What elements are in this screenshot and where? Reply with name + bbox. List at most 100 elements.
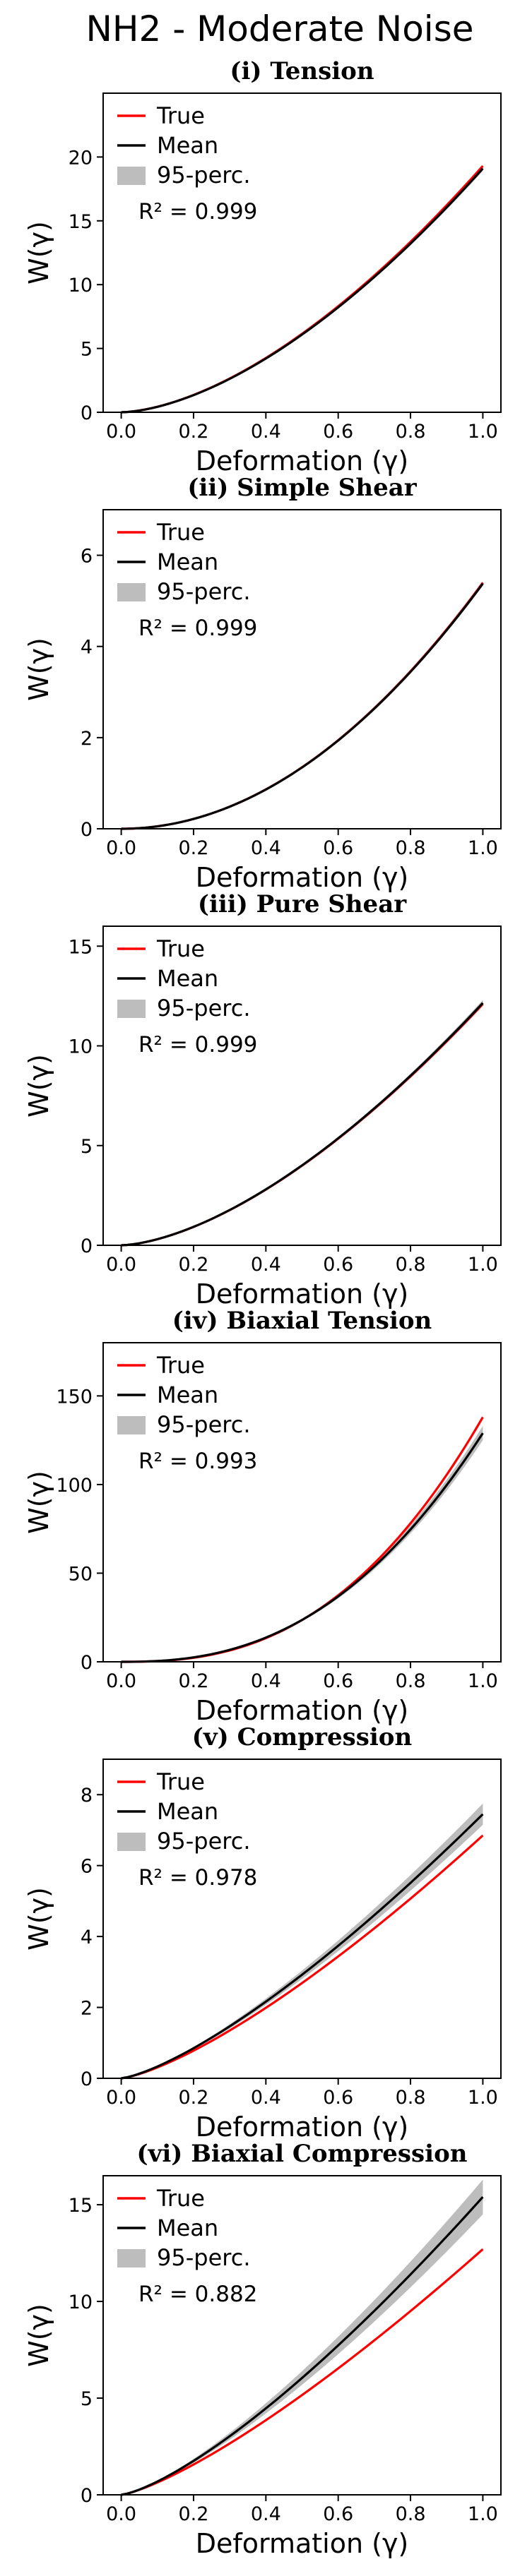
y-axis-label: W(γ): [23, 1054, 54, 1118]
legend-mean-label: Mean: [157, 2215, 218, 2241]
y-tick-label: 15: [69, 211, 93, 233]
x-tick-label: 0.2: [178, 1670, 208, 1692]
figure-title: NH2 - Moderate Noise: [85, 8, 473, 49]
x-tick-label: 0.6: [323, 1670, 353, 1692]
y-tick-label: 20: [69, 147, 93, 169]
x-axis-label: Deformation (γ): [196, 2528, 409, 2559]
x-tick-label: 0.6: [323, 421, 353, 443]
legend-true-label: True: [156, 519, 205, 546]
x-tick-label: 0.2: [178, 837, 208, 859]
legend-band-swatch: [117, 1416, 146, 1434]
legend-band-label: 95-perc.: [157, 995, 250, 1022]
plot-frame: [102, 1759, 502, 2079]
x-tick-label: 0.6: [323, 2087, 353, 2109]
y-tick-label: 150: [56, 1386, 93, 1408]
x-tick-label: 1.0: [468, 2087, 498, 2109]
x-tick-label: 0.0: [106, 837, 136, 859]
x-tick-label: 0.2: [178, 2503, 208, 2525]
y-tick-label: 2: [81, 728, 93, 750]
r-squared-label: R² = 0.978: [138, 1865, 257, 1891]
mean-curve: [121, 1002, 484, 1247]
mean-curve: [121, 2196, 484, 2496]
x-tick-label: 1.0: [468, 1670, 498, 1692]
y-tick-label: 8: [81, 1785, 93, 1807]
y-axis-label: W(γ): [23, 1887, 54, 1951]
chart-panel-3: (iii) Pure Shear 0.0 0.2 0.4 0.6 0.8 1.0 0 5 10 15…: [23, 890, 502, 1310]
legend-band-swatch: [117, 583, 146, 601]
legend-true-label: True: [156, 935, 205, 962]
x-tick-label: 0.8: [396, 2087, 426, 2109]
r-squared-label: R² = 0.999: [138, 616, 257, 641]
y-tick-label: 100: [56, 1475, 93, 1497]
y-axis-label: W(γ): [23, 637, 54, 701]
x-tick-label: 0.4: [251, 1670, 281, 1692]
y-tick-label: 5: [81, 339, 93, 361]
chart-panel-1: (i) Tension 0.0 0.2 0.4 0.6 0.8 1.0 0 5 10 15 20 Def…: [23, 57, 502, 477]
x-tick-label: 0.8: [396, 837, 426, 859]
x-tick-label: 0.8: [396, 1670, 426, 1692]
legend-band-label: 95-perc.: [157, 1828, 250, 1855]
x-tick-label: 0.8: [396, 421, 426, 443]
x-tick-label: 0.6: [323, 2503, 353, 2525]
y-tick-label: 0: [81, 1652, 93, 1674]
y-tick-label: 4: [81, 1927, 93, 1948]
mean-curve: [121, 167, 484, 414]
chart-title: (iii) Pure Shear: [198, 890, 407, 918]
x-tick-label: 0.4: [251, 1254, 281, 1276]
plot-frame: [102, 1342, 502, 1663]
y-tick-label: 15: [69, 2195, 93, 2217]
r-squared-label: R² = 0.999: [138, 1032, 257, 1058]
legend-mean-label: Mean: [157, 965, 218, 992]
y-tick-label: 10: [69, 275, 93, 296]
mean-curve: [121, 1813, 484, 2080]
chart-title: (vi) Biaxial Compression: [137, 2140, 468, 2168]
x-tick-label: 0.8: [396, 2503, 426, 2525]
chart-panel-5: (v) Compression 0.0 0.2 0.4 0.6 0.8 1.0 0 2 4 6 8 De…: [23, 1723, 502, 2143]
legend-mean-label: Mean: [157, 132, 218, 159]
x-axis-label: Deformation (γ): [196, 445, 409, 477]
x-tick-label: 0.6: [323, 837, 353, 859]
x-tick-label: 0.2: [178, 2087, 208, 2109]
x-tick-label: 0.0: [106, 1670, 136, 1692]
true-curve: [121, 1834, 484, 2080]
legend-mean-label: Mean: [157, 549, 218, 575]
chart-title: (ii) Simple Shear: [187, 474, 417, 502]
x-tick-label: 0.0: [106, 1254, 136, 1276]
true-curve: [121, 2248, 484, 2496]
x-tick-label: 0.0: [106, 2503, 136, 2525]
chart-panel-2: (ii) Simple Shear 0.0 0.2 0.4 0.6 0.8 1.0 0 2 4 6 D…: [23, 474, 502, 893]
y-tick-label: 0: [81, 2068, 93, 2090]
legend-band-label: 95-perc.: [157, 162, 250, 188]
chart-title: (i) Tension: [230, 57, 374, 85]
chart-panel-4: (iv) Biaxial Tension 0.0 0.2 0.4 0.6 0.8 1.0 0 5…: [23, 1307, 502, 1726]
x-tick-label: 0.8: [396, 1254, 426, 1276]
plot-frame: [102, 925, 502, 1246]
x-tick-label: 0.0: [106, 421, 136, 443]
y-tick-label: 0: [81, 819, 93, 841]
x-axis-label: Deformation (γ): [196, 862, 409, 893]
legend-band-swatch: [117, 1000, 146, 1018]
legend-band-label: 95-perc.: [157, 578, 250, 605]
x-tick-label: 1.0: [468, 2503, 498, 2525]
x-tick-label: 1.0: [468, 837, 498, 859]
x-tick-label: 1.0: [468, 1254, 498, 1276]
x-tick-label: 0.2: [178, 421, 208, 443]
x-tick-label: 0.4: [251, 2087, 281, 2109]
x-tick-label: 0.0: [106, 2087, 136, 2109]
y-tick-label: 2: [81, 1998, 93, 2020]
r-squared-label: R² = 0.882: [138, 2282, 257, 2307]
x-tick-label: 1.0: [468, 421, 498, 443]
x-tick-label: 0.2: [178, 1254, 208, 1276]
x-tick-label: 0.4: [251, 837, 281, 859]
y-tick-label: 6: [81, 546, 93, 568]
legend-mean-label: Mean: [157, 1382, 218, 1408]
y-axis-label: W(γ): [23, 1470, 54, 1534]
legend-band-label: 95-perc.: [157, 1411, 250, 1438]
chart-title: (iv) Biaxial Tension: [172, 1307, 432, 1335]
y-axis-label: W(γ): [23, 221, 54, 284]
y-tick-label: 5: [81, 1136, 93, 1158]
legend-true-label: True: [156, 1768, 205, 1795]
legend-mean-label: Mean: [157, 1798, 218, 1825]
legend-true-label: True: [156, 102, 205, 129]
